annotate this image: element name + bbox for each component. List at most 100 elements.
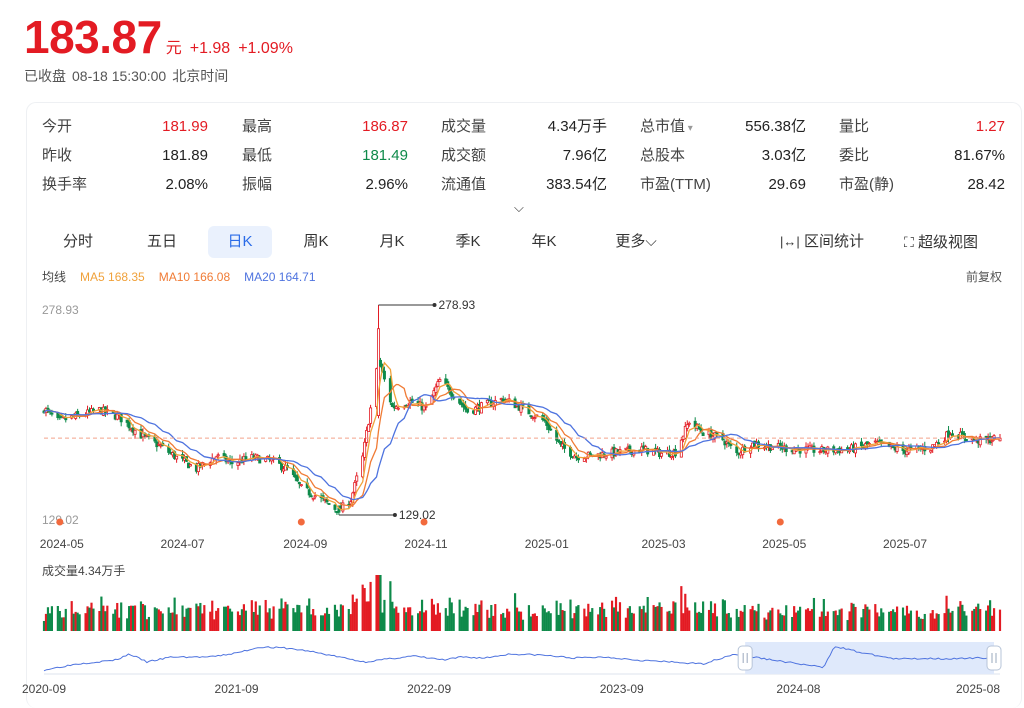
stat-label: 总股本 (640, 147, 686, 164)
x-tick-label: 2024-11 (404, 537, 447, 551)
price-change-pct: +1.09% (238, 40, 293, 57)
volume-bar (242, 604, 245, 631)
tab-8[interactable]: 更多⌵ (615, 233, 657, 250)
volume-bar (901, 607, 905, 631)
volume-bar (923, 613, 926, 631)
volume-bar (153, 607, 156, 631)
candle-body (513, 398, 517, 409)
volume-bar (977, 603, 980, 631)
x-tick-label: 2025-01 (525, 537, 569, 551)
volume-bar (381, 612, 384, 631)
volume-bar (585, 616, 588, 631)
volume-bar (286, 604, 289, 631)
volume-bar (141, 603, 145, 631)
volume-bar (642, 605, 645, 631)
candle-body (604, 455, 608, 459)
tab-6[interactable]: 季K (455, 233, 481, 250)
volume-bar (561, 610, 564, 631)
volume-bar (569, 599, 572, 631)
tab-3[interactable]: 日K (208, 226, 272, 258)
tab-7[interactable]: 年K (531, 233, 557, 250)
candle-body (313, 495, 317, 498)
volume-bar (998, 609, 1002, 631)
stat-item: 最低 181.49 (242, 141, 408, 170)
ma-title: 均线 (42, 270, 67, 284)
candle-body (341, 502, 345, 512)
volume-bar (808, 610, 812, 631)
volume-bar (533, 613, 536, 631)
navigator-handle-left[interactable] (737, 645, 753, 671)
volume-bar (494, 604, 497, 631)
tab-1[interactable]: 分时 (62, 233, 93, 250)
candle-body (299, 484, 303, 487)
volume-bar (947, 608, 950, 631)
stat-value: 556.38亿 (745, 118, 806, 135)
volume-bar (217, 608, 220, 631)
volume-bar (405, 612, 408, 631)
volume-bar (377, 575, 380, 631)
volume-bar (822, 598, 825, 631)
volume-bar (846, 620, 849, 631)
volume-bar (355, 598, 358, 631)
volume-bar (868, 609, 871, 631)
volume-bar (486, 609, 489, 631)
stats-row: 昨收 181.89 最低 181.49 成交额 7.96亿 总股本 3.03亿 委比 81.67% (42, 141, 1005, 170)
caret-down-icon[interactable]: ▾ (685, 123, 693, 134)
stat-label: 换手率 (42, 176, 88, 193)
super-view-button[interactable]: ⛶ 超级视图 (904, 226, 978, 258)
range-stats-button[interactable]: |↔| 区间统计 (780, 226, 864, 258)
super-view-label: 超级视图 (917, 234, 978, 251)
volume-bar (854, 606, 857, 631)
volume-bar (201, 613, 204, 631)
volume-bar (577, 605, 580, 631)
volume-bar (353, 602, 356, 631)
volume-bar (252, 611, 255, 631)
stat-value: 186.87 (362, 118, 408, 135)
tab-2[interactable]: 五日 (146, 233, 177, 250)
volume-bar (128, 606, 131, 631)
stat-item: 今开 181.99 (42, 112, 208, 141)
volume-bar (106, 605, 109, 631)
volume-bar (438, 612, 441, 631)
candle-body (735, 446, 739, 454)
tab-4[interactable]: 周K (303, 233, 329, 250)
volume-bar (225, 606, 228, 631)
min-marker-dot (392, 513, 397, 517)
navigator-handle-right[interactable] (986, 645, 1002, 671)
volume-bar (711, 613, 715, 631)
stat-value: 383.54亿 (546, 176, 607, 193)
volume-bar (785, 605, 788, 631)
candle-body (394, 406, 398, 409)
y-max-label: 278.93 (42, 303, 79, 317)
expand-stats-chevron-icon[interactable]: ⌵ (514, 200, 524, 215)
candle-body (473, 406, 477, 415)
volume-bar (599, 607, 602, 631)
stat-label: 最低 (242, 147, 273, 164)
volume-bar (700, 612, 703, 631)
volume-bar (452, 613, 455, 631)
volume-bar (369, 581, 372, 631)
volume-bar (614, 596, 618, 631)
volume-bar (880, 608, 883, 631)
volume-bar (519, 611, 523, 631)
volume-bar (795, 612, 798, 631)
volume-bar (935, 613, 938, 631)
volume-bar (515, 607, 519, 631)
adjust-mode[interactable]: 前复权 (965, 270, 1002, 284)
volume-bar (797, 610, 800, 631)
candle-body (378, 359, 382, 367)
candle-body (466, 408, 470, 413)
stat-item[interactable]: 总市值 ▾ 556.38亿 (640, 112, 806, 141)
stat-label: 昨收 (42, 147, 73, 164)
volume-bar (395, 606, 398, 631)
volume-bar (751, 605, 754, 631)
tab-5[interactable]: 月K (379, 233, 405, 250)
max-marker-dot (432, 303, 437, 307)
volume-bar (282, 608, 285, 631)
volume-bar (349, 614, 352, 631)
x-tick-label: 2025-07 (883, 537, 927, 551)
volume-bar (763, 617, 766, 631)
candle-body (188, 464, 192, 467)
volume-bar (448, 597, 451, 631)
